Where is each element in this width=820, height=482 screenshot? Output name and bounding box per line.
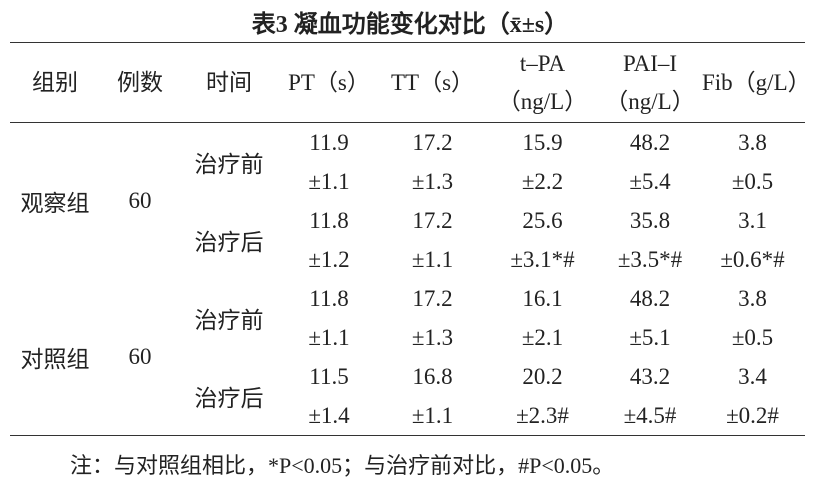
sd-cell: ±5.1 — [629, 324, 671, 350]
table: 组别 例数 时间 PT（s） TT（s） t–PA（ng/L） PAI–I（ng/L） Fib… — [10, 42, 811, 436]
header-cell: 例数 — [117, 69, 163, 95]
table-row: 治疗后 11.5 16.8 20.2 43.2 3.4 — [10, 357, 805, 412]
mean-cell: 16.8 — [412, 363, 453, 389]
mean-cell: 48.2 — [629, 285, 671, 311]
sd-cell: ±1.1 — [411, 246, 454, 272]
sd-cell: ±0.5 — [731, 168, 774, 194]
mean-cell: 17.2 — [412, 207, 453, 233]
footnote: 注：与对照组相比，*P<0.05；与治疗前对比，#P<0.05。 — [70, 453, 615, 478]
mean-cell: 43.2 — [629, 363, 671, 389]
time-cell: 治疗前 — [194, 308, 264, 333]
count-cell: 60 — [128, 344, 152, 369]
header-cell: 组别 — [32, 69, 78, 95]
header-cell: t–PA（ng/L） — [497, 50, 588, 114]
mean-cell: 20.2 — [522, 363, 563, 389]
sd-cell: ±0.6*# — [720, 246, 785, 272]
mean-cell: 17.2 — [412, 285, 453, 311]
sd-cell: ±1.1 — [411, 402, 454, 428]
group-cell: 观察组 — [20, 191, 90, 216]
mean-cell: 3.4 — [738, 363, 767, 389]
sd-cell: ±5.4 — [629, 168, 671, 194]
sd-cell: ±0.5 — [731, 324, 774, 350]
count-cell: 60 — [128, 188, 152, 213]
mean-cell: 16.1 — [522, 285, 563, 311]
mean-cell: 17.2 — [412, 129, 453, 155]
table-row: 治疗后 11.8 17.2 25.6 35.8 3.1 — [10, 201, 805, 256]
mean-cell: 35.8 — [629, 207, 671, 233]
mean-cell: 3.1 — [738, 207, 767, 233]
header-cell: Fib（g/L） — [702, 69, 811, 95]
mean-cell: 48.2 — [629, 129, 671, 155]
mean-cell: 3.8 — [738, 285, 767, 311]
mean-cell: 3.8 — [738, 129, 767, 155]
sd-cell: ±1.3 — [411, 168, 454, 194]
mean-cell: 11.9 — [309, 129, 349, 155]
table-row: ±1.2 ±1.1 ±3.1*# ±3.5*# ±0.6*# — [10, 240, 805, 279]
header-row: 组别 例数 时间 PT（s） TT（s） t–PA（ng/L） PAI–I（ng/L） Fib… — [10, 42, 811, 123]
time-cell: 治疗后 — [194, 230, 264, 255]
table-row: ±1.1 ±1.3 ±2.2 ±5.4 ±0.5 — [10, 162, 805, 201]
mean-cell: 11.8 — [309, 207, 349, 233]
table-row: 对照组 60 治疗前 11.8 17.2 16.1 48.2 3.8 — [10, 279, 805, 373]
sd-cell: ±1.1 — [308, 324, 350, 350]
table-body: 观察组 60 治疗前 11.9 17.2 15.9 48.2 3.8 ±1.1 ±1.3 ±2.2 ±… — [10, 123, 805, 436]
header-cell: PT（s） — [288, 69, 370, 95]
group-cell: 对照组 — [20, 347, 90, 372]
sd-cell: ±1.4 — [308, 402, 350, 428]
sd-cell: ±4.5# — [623, 402, 677, 428]
table-row: 观察组 60 治疗前 11.9 17.2 15.9 48.2 3.8 — [10, 123, 805, 217]
header-cell: 时间 — [206, 69, 252, 95]
header-cell: TT（s） — [390, 69, 475, 95]
sd-cell: ±1.2 — [308, 246, 350, 272]
sd-cell: ±3.5*# — [617, 246, 683, 272]
sd-cell: ±2.1 — [521, 324, 564, 350]
time-cell: 治疗后 — [194, 386, 264, 411]
sd-cell: ±1.3 — [411, 324, 454, 350]
mean-cell: 11.5 — [309, 363, 349, 389]
sd-cell: ±2.3# — [516, 402, 569, 428]
table-row: ±1.1 ±1.3 ±2.1 ±5.1 ±0.5 — [10, 318, 805, 357]
mean-cell: 15.9 — [522, 129, 563, 155]
mean-cell: 25.6 — [522, 207, 563, 233]
sd-cell: ±2.2 — [521, 168, 564, 194]
header-cell: PAI–I（ng/L） — [605, 50, 695, 114]
table-row: ±1.4 ±1.1 ±2.3# ±4.5# ±0.2# — [10, 396, 805, 436]
mean-cell: 11.8 — [309, 285, 349, 311]
sd-cell: ±0.2# — [726, 402, 779, 428]
table-title: 表3 凝血功能变化对比（x̄±s） — [251, 12, 569, 38]
sd-cell: ±1.1 — [308, 168, 350, 194]
time-cell: 治疗前 — [194, 152, 264, 177]
sd-cell: ±3.1*# — [510, 246, 575, 272]
